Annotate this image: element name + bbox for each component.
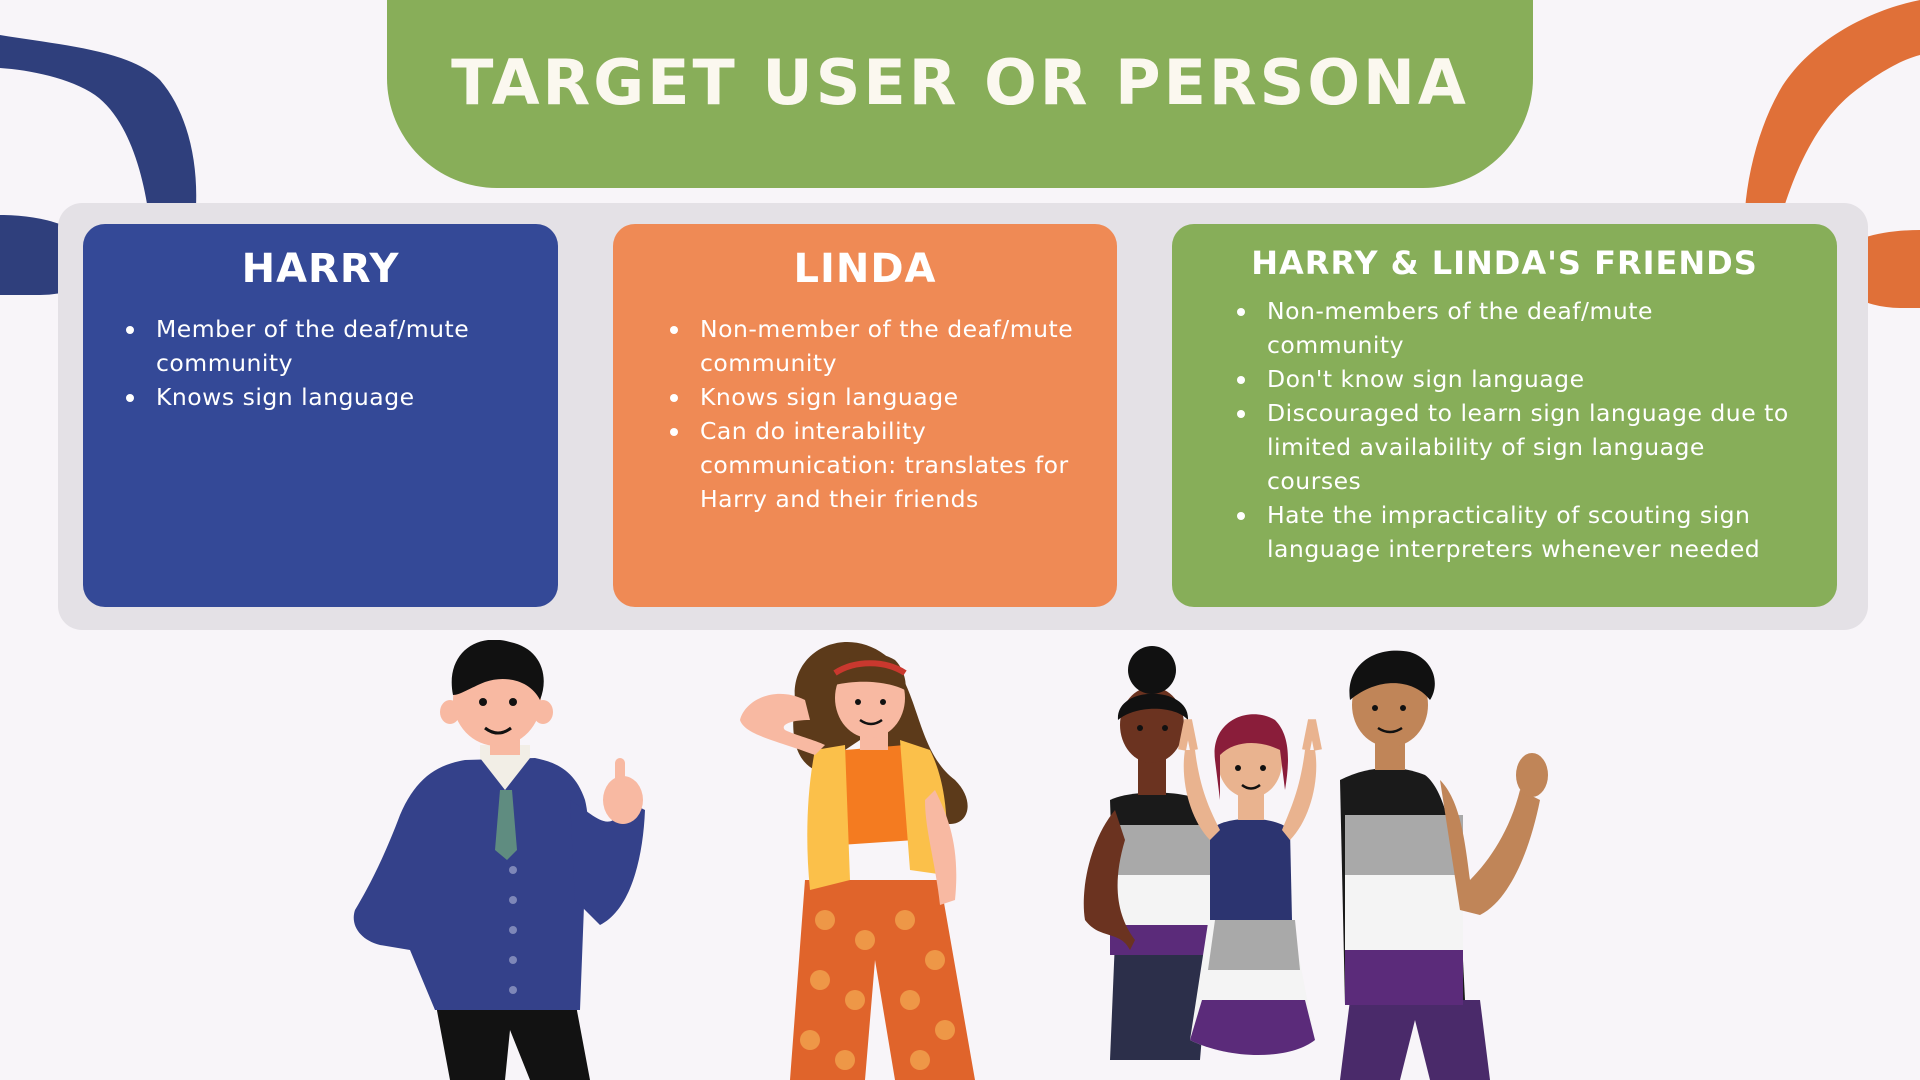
linda-illustration	[740, 642, 975, 1080]
list-item: Non-member of the deaf/mute community	[670, 312, 1080, 380]
persona-name: HARRY	[241, 246, 400, 292]
persona-card-harry: HARRY Member of the deaf/mute community …	[83, 224, 558, 607]
friends-illustration	[1083, 646, 1548, 1080]
persona-bullets: Non-member of the deaf/mute community Kn…	[670, 312, 1080, 516]
list-item: Don't know sign language	[1237, 362, 1797, 396]
list-item: Discouraged to learn sign language due t…	[1237, 396, 1797, 498]
list-item: Knows sign language	[126, 380, 526, 414]
persona-bullets: Member of the deaf/mute community Knows …	[126, 312, 526, 414]
harry-illustration	[353, 640, 645, 1080]
list-item: Member of the deaf/mute community	[126, 312, 526, 380]
list-item: Can do interability communication: trans…	[670, 414, 1080, 516]
persona-bullets: Non-members of the deaf/mute community D…	[1237, 294, 1797, 566]
page-title: TARGET USER OR PERSONA	[451, 46, 1469, 119]
title-banner	[387, 0, 1533, 188]
persona-name: HARRY & LINDA'S FRIENDS	[1251, 244, 1758, 282]
persona-card-linda: LINDA Non-member of the deaf/mute commun…	[613, 224, 1117, 607]
list-item: Knows sign language	[670, 380, 1080, 414]
list-item: Hate the impracticality of scouting sign…	[1237, 498, 1797, 566]
persona-name: LINDA	[793, 246, 937, 292]
list-item: Non-members of the deaf/mute community	[1237, 294, 1797, 362]
persona-card-friends: HARRY & LINDA'S FRIENDS Non-members of t…	[1172, 224, 1837, 607]
